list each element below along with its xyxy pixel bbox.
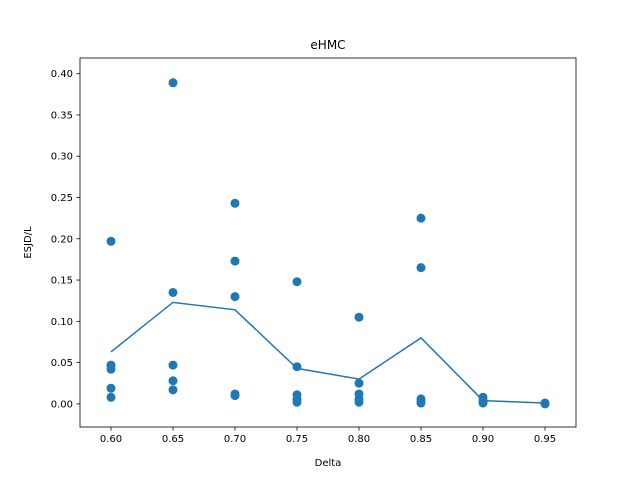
data-point [416,213,426,223]
plot-marks [106,78,550,409]
data-point [106,392,116,402]
data-point [230,198,240,208]
y-tick-label: 0.20 [51,234,73,245]
data-point [168,385,178,395]
data-point [230,256,240,266]
y-axis-label: ESJD/L [23,226,34,259]
data-point [168,287,178,297]
x-tick-label: 0.80 [348,434,370,445]
data-point [416,263,426,273]
x-tick-label: 0.90 [472,434,494,445]
data-point [168,376,178,386]
y-axis: 0.00 0.05 0.10 0.15 0.20 0.25 0.30 0.35 0.40 [51,69,80,410]
x-tick-label: 0.85 [410,434,432,445]
y-tick-label: 0.15 [51,276,73,287]
data-point [354,378,364,388]
data-point [230,391,240,401]
data-point [292,362,302,372]
data-point [106,364,116,374]
y-tick-label: 0.30 [51,152,73,163]
x-tick-label: 0.65 [162,434,184,445]
y-tick-label: 0.40 [51,69,73,80]
data-point [230,292,240,302]
x-tick-label: 0.95 [534,434,556,445]
y-tick-label: 0.35 [51,110,73,121]
data-point [292,397,302,407]
data-point [106,383,116,393]
data-point [292,277,302,287]
x-axis-label: Delta [315,458,342,469]
data-point [354,312,364,322]
y-tick-label: 0.10 [51,317,73,328]
chart-title: eHMC [310,38,345,52]
data-point [106,236,116,246]
x-tick-label: 0.60 [100,434,122,445]
x-axis: 0.60 0.65 0.70 0.75 0.80 0.85 0.90 0.95 [100,427,556,445]
x-tick-label: 0.75 [286,434,308,445]
data-point [354,397,364,407]
x-tick-label: 0.70 [224,434,246,445]
y-tick-label: 0.05 [51,358,73,369]
y-tick-label: 0.25 [51,193,73,204]
y-tick-label: 0.00 [51,399,73,410]
data-point [416,398,426,408]
data-point [540,399,550,409]
data-point [168,78,178,88]
mean-line [110,301,546,404]
plot-frame [79,57,577,428]
data-point [168,360,178,370]
